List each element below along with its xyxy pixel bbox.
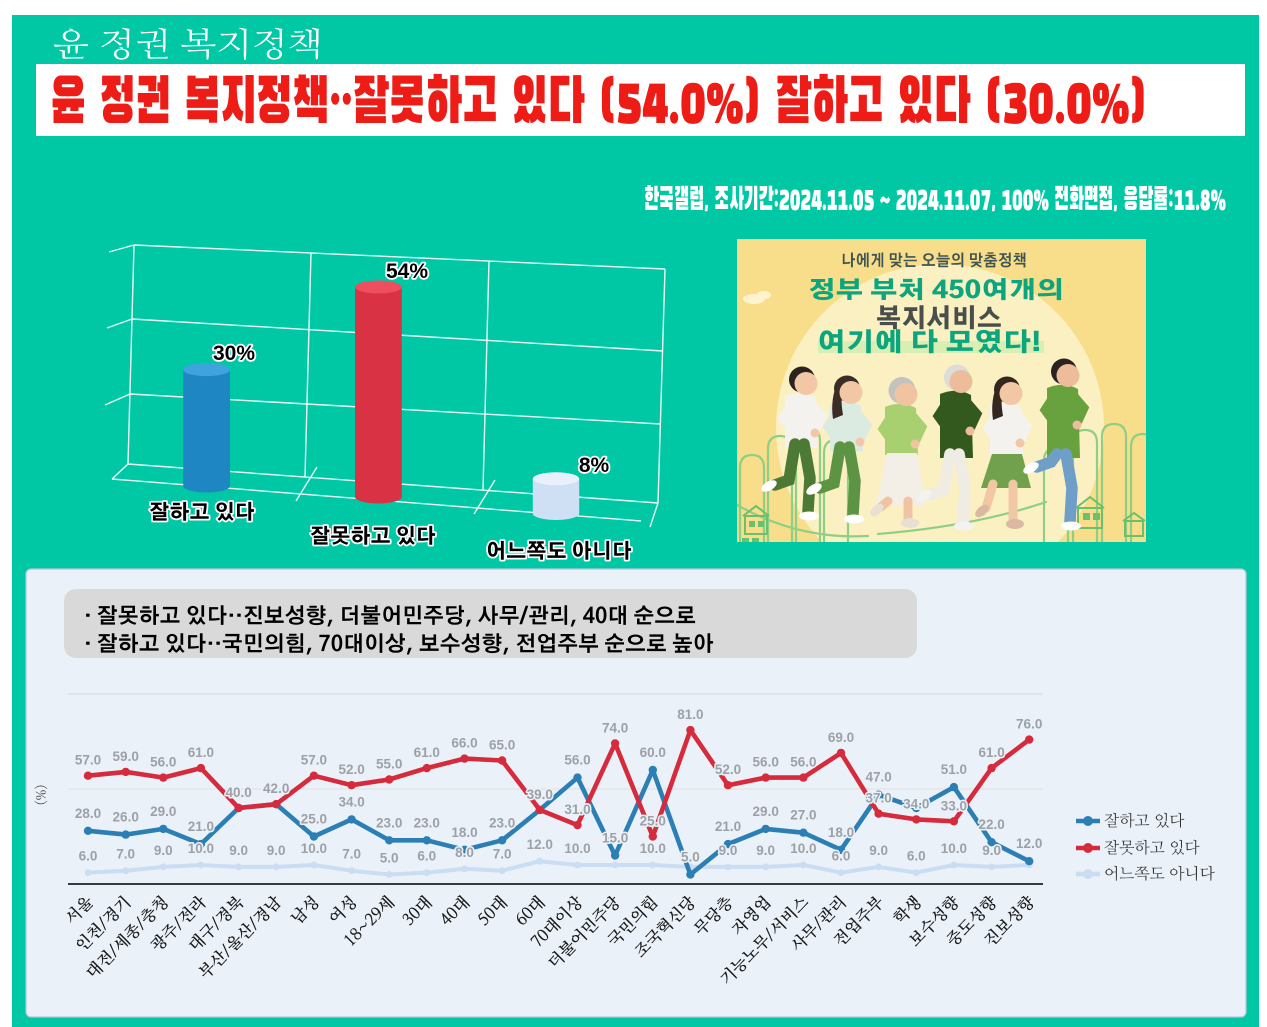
svg-text:40.0: 40.0	[225, 785, 251, 800]
svg-text:61.0: 61.0	[188, 745, 214, 760]
svg-text:69.0: 69.0	[828, 730, 854, 745]
svg-text:57.0: 57.0	[75, 753, 101, 768]
svg-text:6.0: 6.0	[417, 849, 436, 864]
svg-text:25.0: 25.0	[301, 812, 327, 827]
svg-text:6.0: 6.0	[907, 849, 926, 864]
svg-text:55.0: 55.0	[376, 757, 402, 772]
svg-text:25.0: 25.0	[640, 814, 666, 829]
svg-text:18.0: 18.0	[451, 825, 477, 840]
svg-text:34.0: 34.0	[338, 794, 364, 809]
svg-text:52.0: 52.0	[715, 762, 741, 777]
svg-text:5.0: 5.0	[681, 850, 700, 865]
svg-text:10.0: 10.0	[564, 841, 590, 856]
svg-text:12.0: 12.0	[1016, 836, 1042, 851]
svg-text:29.0: 29.0	[150, 804, 176, 819]
svg-text:12.0: 12.0	[527, 837, 553, 852]
svg-text:33.0: 33.0	[941, 798, 967, 813]
svg-text:60.0: 60.0	[640, 745, 666, 760]
svg-text:30%: 30%	[213, 342, 255, 365]
svg-text:31.0: 31.0	[564, 802, 590, 817]
svg-text:7.0: 7.0	[342, 847, 361, 862]
svg-text:34.0: 34.0	[903, 796, 929, 811]
svg-text:6.0: 6.0	[832, 849, 851, 864]
svg-text:9.0: 9.0	[154, 843, 173, 858]
svg-text:7.0: 7.0	[493, 847, 512, 862]
svg-text:26.0: 26.0	[113, 810, 139, 825]
svg-text:5.0: 5.0	[380, 851, 399, 866]
svg-text:66.0: 66.0	[451, 736, 477, 751]
svg-text:10.0: 10.0	[301, 841, 327, 856]
svg-text:8%: 8%	[579, 454, 610, 477]
svg-text:15.0: 15.0	[602, 831, 628, 846]
svg-text:27.0: 27.0	[790, 808, 816, 823]
svg-text:9.0: 9.0	[982, 843, 1001, 858]
svg-text:42.0: 42.0	[263, 781, 289, 796]
svg-text:9.0: 9.0	[267, 843, 286, 858]
svg-text:47.0: 47.0	[865, 770, 891, 785]
svg-text:8.0: 8.0	[455, 845, 474, 860]
svg-text:74.0: 74.0	[602, 720, 628, 735]
svg-text:57.0: 57.0	[301, 753, 327, 768]
svg-text:10.0: 10.0	[790, 841, 816, 856]
svg-text:39.0: 39.0	[527, 787, 553, 802]
svg-text:56.0: 56.0	[790, 755, 816, 770]
svg-text:21.0: 21.0	[188, 819, 214, 834]
svg-text:54%: 54%	[386, 260, 428, 283]
svg-text:6.0: 6.0	[79, 849, 98, 864]
svg-text:18.0: 18.0	[828, 825, 854, 840]
svg-text:9.0: 9.0	[719, 843, 738, 858]
svg-text:56.0: 56.0	[150, 755, 176, 770]
svg-text:10.0: 10.0	[941, 841, 967, 856]
svg-text:10.0: 10.0	[640, 841, 666, 856]
svg-text:10.0: 10.0	[188, 841, 214, 856]
svg-text:23.0: 23.0	[376, 815, 402, 830]
svg-text:52.0: 52.0	[338, 762, 364, 777]
svg-text:61.0: 61.0	[978, 745, 1004, 760]
svg-text:29.0: 29.0	[753, 804, 779, 819]
svg-text:7.0: 7.0	[116, 847, 135, 862]
svg-text:61.0: 61.0	[414, 745, 440, 760]
svg-text:9.0: 9.0	[869, 843, 888, 858]
svg-text:28.0: 28.0	[75, 806, 101, 821]
svg-text:76.0: 76.0	[1016, 717, 1042, 732]
svg-text:51.0: 51.0	[941, 762, 967, 777]
svg-text:22.0: 22.0	[978, 817, 1004, 832]
svg-text:23.0: 23.0	[414, 815, 440, 830]
svg-text:21.0: 21.0	[715, 819, 741, 834]
svg-text:56.0: 56.0	[564, 753, 590, 768]
svg-text:81.0: 81.0	[677, 707, 703, 722]
svg-text:56.0: 56.0	[753, 755, 779, 770]
svg-text:59.0: 59.0	[113, 749, 139, 764]
svg-text:23.0: 23.0	[489, 815, 515, 830]
svg-text:37.0: 37.0	[865, 791, 891, 806]
svg-text:65.0: 65.0	[489, 738, 515, 753]
svg-text:9.0: 9.0	[756, 843, 775, 858]
svg-text:9.0: 9.0	[229, 843, 248, 858]
